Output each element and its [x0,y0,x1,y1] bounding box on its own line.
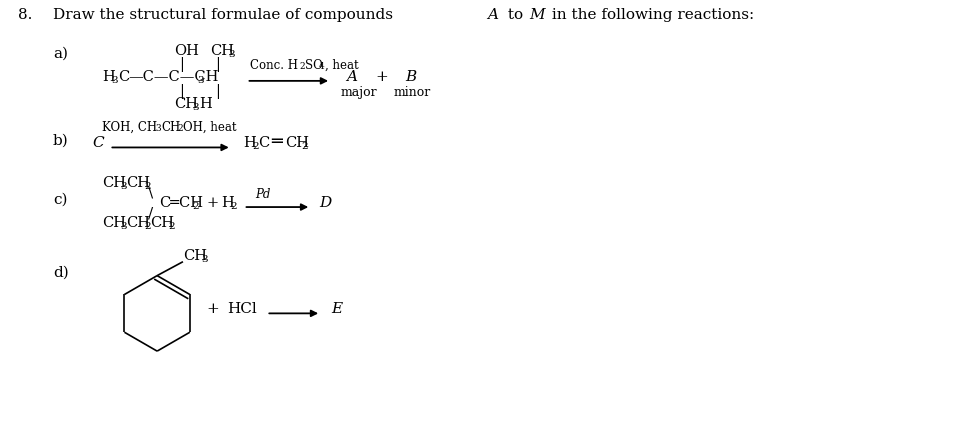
Text: HCl: HCl [226,302,257,316]
Text: CH: CH [210,44,234,58]
Text: A: A [487,8,498,22]
Text: , heat: , heat [325,59,359,72]
Text: 3: 3 [112,76,118,85]
Text: a): a) [52,47,68,61]
Text: major: major [341,86,377,99]
Text: Pd: Pd [256,188,271,201]
Text: \: \ [148,185,154,199]
Text: 2: 2 [230,202,237,211]
Text: |: | [179,84,184,99]
Text: Conc. H: Conc. H [250,59,297,72]
Text: 2: 2 [191,202,198,211]
Text: D: D [319,196,331,210]
Text: 2: 2 [144,182,151,191]
Text: 4: 4 [319,62,325,71]
Text: OH: OH [174,44,199,58]
Text: 3: 3 [121,182,127,191]
Text: 3: 3 [197,76,203,85]
Text: |: | [215,57,220,72]
Text: b): b) [52,133,69,147]
Text: 2: 2 [168,222,175,231]
Text: to: to [503,8,528,22]
Text: +: + [376,70,389,84]
Text: /: / [148,207,154,221]
Text: 3: 3 [201,255,207,264]
Text: KOH, CH: KOH, CH [102,121,157,133]
Text: H: H [222,196,234,210]
Text: CH: CH [150,216,174,230]
Text: 2: 2 [144,222,151,231]
Text: CH: CH [126,176,151,190]
Text: CH: CH [161,121,181,133]
Text: |: | [215,84,220,99]
Text: in the following reactions:: in the following reactions: [546,8,754,22]
Text: OH, heat: OH, heat [183,121,236,133]
Text: C: C [259,137,269,150]
Text: C: C [92,137,104,150]
Text: CH: CH [126,216,151,230]
Text: Draw the structural formulae of compounds: Draw the structural formulae of compound… [52,8,398,22]
Text: 3: 3 [191,103,198,112]
Text: H: H [199,97,212,111]
Text: +: + [207,196,219,210]
Text: —C—C—CH: —C—C—CH [128,70,219,84]
Text: H: H [102,70,116,84]
Text: 2: 2 [301,143,308,152]
Text: SO: SO [305,59,323,72]
Text: d): d) [52,266,69,280]
Text: H: H [244,137,257,150]
Text: |: | [179,57,184,72]
Text: 2: 2 [299,62,305,71]
Text: c): c) [52,193,67,207]
Text: CH: CH [183,249,207,263]
Text: 8.: 8. [18,8,32,22]
Text: 2: 2 [253,143,260,152]
Text: CH: CH [286,137,309,150]
Text: B: B [405,70,417,84]
Text: E: E [331,302,342,316]
Text: C: C [119,70,129,84]
Text: CH: CH [102,216,126,230]
Text: CH: CH [102,176,126,190]
Text: 2: 2 [177,124,183,133]
Text: 3: 3 [156,124,160,133]
Text: +: + [207,302,220,316]
Text: M: M [530,8,545,22]
Text: 3: 3 [121,222,127,231]
Text: 3: 3 [228,50,235,59]
Text: C═CH: C═CH [159,196,203,210]
Text: A: A [346,70,357,84]
Text: ═: ═ [271,133,282,152]
Text: minor: minor [394,86,431,99]
Text: CH: CH [174,97,198,111]
